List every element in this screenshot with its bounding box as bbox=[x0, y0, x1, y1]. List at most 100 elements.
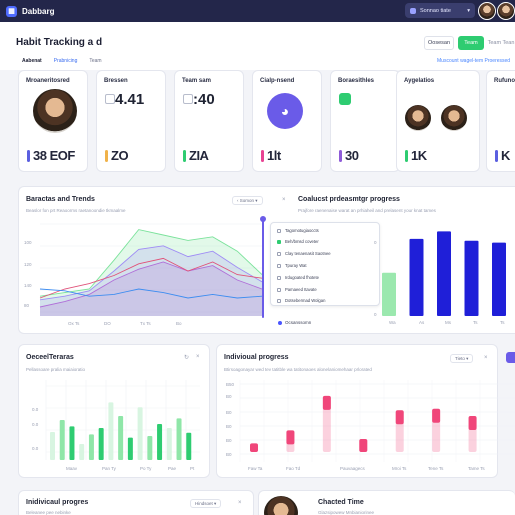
stat-card[interactable]: Rufuno K bbox=[486, 70, 515, 172]
team-link[interactable]: Team Tean bbox=[487, 40, 515, 46]
tab-team[interactable]: Team bbox=[89, 58, 102, 64]
scrub-handle[interactable] bbox=[262, 218, 264, 318]
legend-label: Irdugoated fhotete bbox=[285, 275, 319, 280]
refresh-icon[interactable]: ↻ bbox=[184, 355, 190, 361]
legend-item[interactable]: Clay tenaenasit Saotnee bbox=[277, 251, 331, 256]
avatar bbox=[405, 105, 431, 131]
x-tick: Fao Td bbox=[286, 466, 301, 471]
series-line bbox=[39, 229, 263, 297]
overall-bar bbox=[98, 428, 104, 460]
lock-icon bbox=[105, 94, 115, 104]
progress-bar bbox=[409, 238, 424, 316]
overall-bar bbox=[59, 420, 65, 460]
tab-overview[interactable]: Aabenat bbox=[22, 58, 42, 64]
individual-progress-card bbox=[18, 490, 254, 515]
stat-card[interactable]: Team sam :40 ZIA bbox=[174, 70, 244, 172]
dot-icon bbox=[278, 320, 282, 325]
stat-card[interactable]: Boraesithles 30 bbox=[330, 70, 400, 172]
progress-bar bbox=[382, 272, 396, 316]
stat-card-title: Rufuno bbox=[494, 78, 515, 84]
y-tick: B0 bbox=[226, 452, 232, 457]
avatar[interactable] bbox=[497, 2, 515, 20]
overall-bar bbox=[166, 428, 172, 460]
overall-title: OeceelTeraras bbox=[26, 354, 74, 361]
close-icon[interactable]: × bbox=[238, 500, 242, 506]
legend-label: Dotsebermad Wolgan bbox=[285, 298, 326, 303]
progress-bar bbox=[437, 231, 451, 316]
y-tick: B0 bbox=[226, 394, 232, 399]
stat-card[interactable]: Cialp-nsend ◕ 1lt bbox=[252, 70, 322, 172]
y-tick: 140 bbox=[24, 283, 32, 288]
side-tab[interactable] bbox=[506, 352, 515, 363]
avatar bbox=[33, 89, 77, 133]
workspace-switcher[interactable]: Sonnao tiate ▾ bbox=[405, 3, 475, 18]
period-select[interactable]: ‹ Somon ▾ bbox=[232, 196, 263, 205]
charted-time-card bbox=[258, 490, 515, 515]
chevron-left-icon: ‹ bbox=[237, 198, 239, 203]
y-tick: 0 bbox=[374, 240, 377, 245]
checkbox-icon bbox=[277, 298, 281, 303]
checkbox-icon bbox=[277, 263, 281, 268]
close-icon[interactable]: × bbox=[282, 197, 286, 203]
progress-bar bbox=[464, 240, 479, 316]
stat-color-bar bbox=[495, 149, 498, 162]
x-tick: Tame Ts bbox=[468, 466, 485, 471]
legend-label: Tagomotugiaoccts bbox=[285, 228, 319, 233]
y-tick: B0 bbox=[226, 438, 232, 443]
legend-label: Clay tenaenasit Saotnee bbox=[285, 251, 331, 256]
x-tick: Pan Ty bbox=[102, 466, 116, 471]
overall-bar bbox=[79, 444, 85, 460]
overall-bar bbox=[127, 437, 133, 460]
lock-icon bbox=[183, 94, 193, 104]
team-button[interactable]: Team bbox=[458, 36, 484, 50]
y-tick: 100 bbox=[24, 240, 32, 245]
legend-label: Pamaeed Itavate bbox=[285, 287, 317, 292]
stat-color-bar bbox=[261, 149, 264, 162]
x-tick: Tx Ts bbox=[140, 321, 151, 326]
legend-item[interactable]: Tpuray Wat bbox=[277, 263, 307, 268]
trends-chart bbox=[39, 223, 263, 316]
individual-bar bbox=[468, 416, 477, 430]
legend-popover: Tagomotugiaoccts Beh/bmsd coveter Clay t… bbox=[270, 222, 380, 306]
legend-item[interactable]: Irdugoated fhotete bbox=[277, 275, 319, 280]
x-tick: Tene Ts bbox=[428, 466, 444, 471]
scrub-knob[interactable] bbox=[260, 216, 266, 222]
app-name: Dabbarg bbox=[22, 6, 55, 16]
stat-value: K bbox=[501, 148, 510, 163]
avatar bbox=[441, 105, 467, 131]
member-select[interactable]: Tieto ▾ bbox=[450, 354, 474, 363]
x-tick: Wa bbox=[389, 320, 396, 325]
overall-bar bbox=[118, 416, 124, 460]
bottom-left-select[interactable]: Hindsoet ▾ bbox=[190, 499, 222, 508]
legend-label: Tpuray Wat bbox=[285, 263, 307, 268]
overall-bar bbox=[157, 424, 163, 460]
overall-bar bbox=[186, 432, 192, 460]
app-logo[interactable]: ▦ bbox=[6, 5, 17, 17]
x-tick: Pauvaagecs bbox=[340, 466, 365, 471]
close-icon[interactable]: × bbox=[196, 354, 200, 360]
bottom-right-title: Chacted Time bbox=[318, 499, 364, 506]
individual-bar bbox=[286, 430, 295, 445]
y-tick: 0 bbox=[374, 312, 377, 317]
close-icon[interactable]: × bbox=[484, 355, 488, 361]
filter-button[interactable]: Oosesan bbox=[424, 36, 454, 50]
stat-card[interactable]: Mroaneritosred 38 EOF bbox=[18, 70, 88, 172]
legend-item[interactable]: Pamaeed Itavate bbox=[277, 287, 317, 292]
stat-card[interactable]: Bressen 4.41 ZO bbox=[96, 70, 166, 172]
individual-card bbox=[216, 344, 498, 478]
overall-bar bbox=[137, 407, 143, 460]
overall-bar bbox=[147, 436, 153, 460]
trends-panel bbox=[18, 186, 515, 334]
legend-item[interactable]: Tagomotugiaoccts bbox=[277, 228, 319, 233]
stat-card[interactable]: Aygelatios 1K bbox=[396, 70, 480, 172]
tab-practicing[interactable]: Prabnicing bbox=[53, 58, 78, 64]
avatar[interactable] bbox=[478, 2, 496, 20]
stat-big-number: :40 bbox=[193, 91, 215, 108]
x-tick: Maav bbox=[66, 466, 78, 471]
x-tick: Ms bbox=[445, 320, 451, 325]
legend-item[interactable]: Beh/bmsd coveter bbox=[277, 239, 319, 244]
stat-color-bar bbox=[405, 149, 408, 162]
stat-color-bar bbox=[183, 149, 186, 162]
legend-item[interactable]: Dotsebermad Wolgan bbox=[277, 298, 325, 303]
trends-title: Baractas and Trends bbox=[26, 196, 95, 203]
